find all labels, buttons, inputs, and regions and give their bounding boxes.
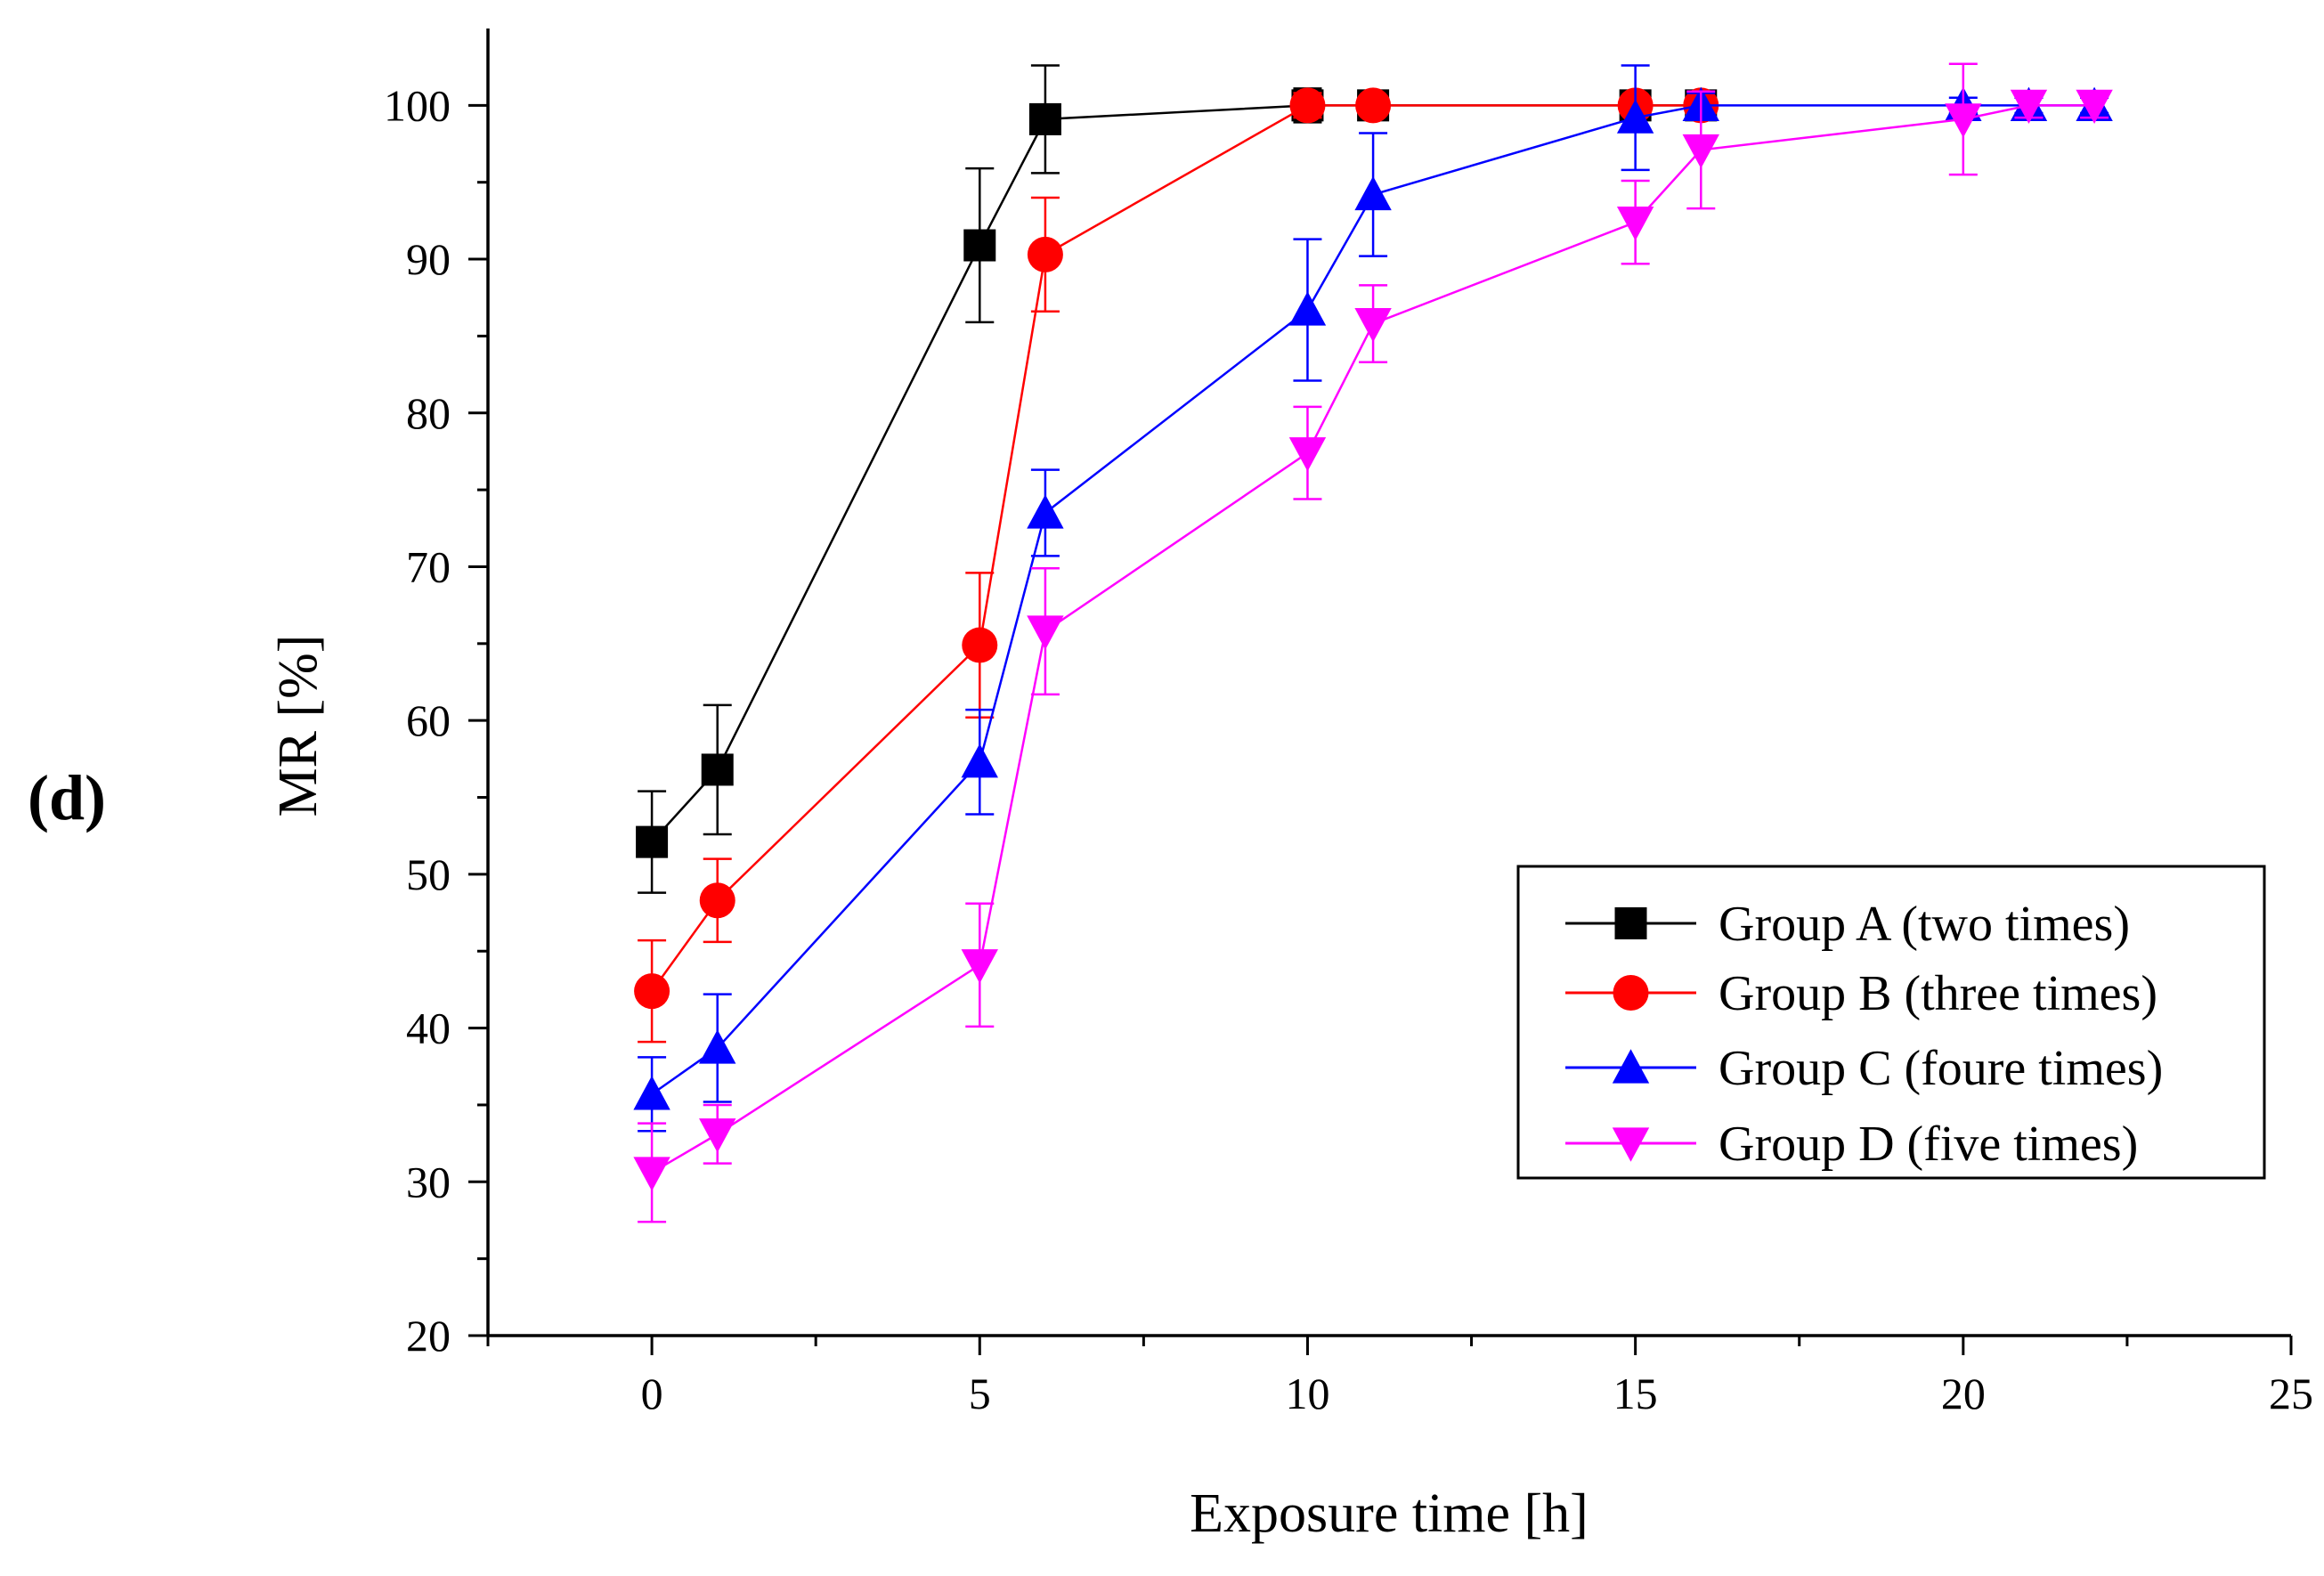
legend-marker (1614, 907, 1647, 939)
data-point (1288, 437, 1327, 472)
data-point (634, 973, 670, 1010)
y-tick-label: 80 (406, 388, 451, 438)
legend-label: Group A (two times) (1719, 897, 2130, 952)
y-tick-label: 20 (406, 1311, 451, 1361)
data-point (1288, 291, 1327, 326)
data-point (962, 627, 998, 663)
y-tick-label: 70 (406, 541, 451, 591)
legend-marker (1612, 1127, 1650, 1162)
data-point (1354, 175, 1392, 211)
data-point (1616, 207, 1654, 241)
y-tick-label: 60 (406, 695, 451, 745)
legend-label: Group B (three times) (1719, 966, 2157, 1021)
data-point (1354, 308, 1392, 343)
y-tick-label: 30 (406, 1157, 451, 1206)
data-point (2010, 89, 2048, 125)
series-line (651, 104, 1702, 992)
data-point (961, 949, 998, 984)
data-point (633, 1157, 670, 1191)
x-tick-label: 25 (2269, 1369, 2313, 1418)
data-point (699, 1118, 736, 1153)
data-point (1355, 87, 1392, 124)
data-point (1027, 494, 1064, 529)
data-point (1289, 87, 1326, 124)
legend-marker (1613, 975, 1649, 1011)
data-point (699, 1029, 736, 1064)
data-point (963, 229, 996, 262)
x-tick-label: 5 (969, 1369, 991, 1418)
x-tick-label: 15 (1613, 1369, 1658, 1418)
data-point (2076, 89, 2113, 125)
x-tick-label: 20 (1941, 1369, 1986, 1418)
data-point (1682, 134, 1719, 169)
x-tick-label: 0 (641, 1369, 663, 1418)
x-axis: 0 5 10 15 20 25 (486, 1336, 2313, 1418)
data-point (636, 825, 669, 858)
y-tick-label: 100 (384, 80, 451, 130)
y-tick-label: 50 (406, 849, 451, 899)
legend-entry: Group A (two times) (1565, 897, 2130, 952)
data-point (1027, 615, 1064, 650)
data-point (1616, 99, 1654, 134)
series-d (633, 62, 2113, 1223)
data-point (961, 743, 998, 778)
x-tick-label: 10 (1285, 1369, 1329, 1418)
legend: Group A (two times) Group B (three times)… (1516, 865, 2266, 1180)
plot-area (486, 28, 2291, 1337)
y-axis-title: MR [%] (268, 635, 329, 817)
legend-entry: Group C (foure times) (1565, 1041, 2163, 1096)
panel-label: (d) (28, 762, 106, 833)
data-point (699, 882, 735, 919)
legend-marker (1612, 1049, 1650, 1084)
legend-entry: Group D (five times) (1565, 1117, 2138, 1172)
y-tick-label: 90 (406, 234, 451, 284)
data-point (1945, 103, 1982, 138)
legend-label: Group D (five times) (1719, 1117, 2138, 1172)
series-layer (633, 62, 2113, 1223)
legend-entry: Group B (three times) (1565, 966, 2157, 1021)
data-point (633, 1076, 670, 1110)
y-tick-label: 40 (406, 1003, 451, 1053)
data-point (1028, 102, 1061, 135)
data-point (701, 753, 734, 786)
x-axis-title: Exposure time [h] (1190, 1483, 1589, 1544)
y-axis: 20 30 40 50 60 70 80 90 100 (384, 80, 488, 1361)
legend-label: Group C (foure times) (1719, 1041, 2163, 1096)
data-point (1027, 236, 1063, 272)
